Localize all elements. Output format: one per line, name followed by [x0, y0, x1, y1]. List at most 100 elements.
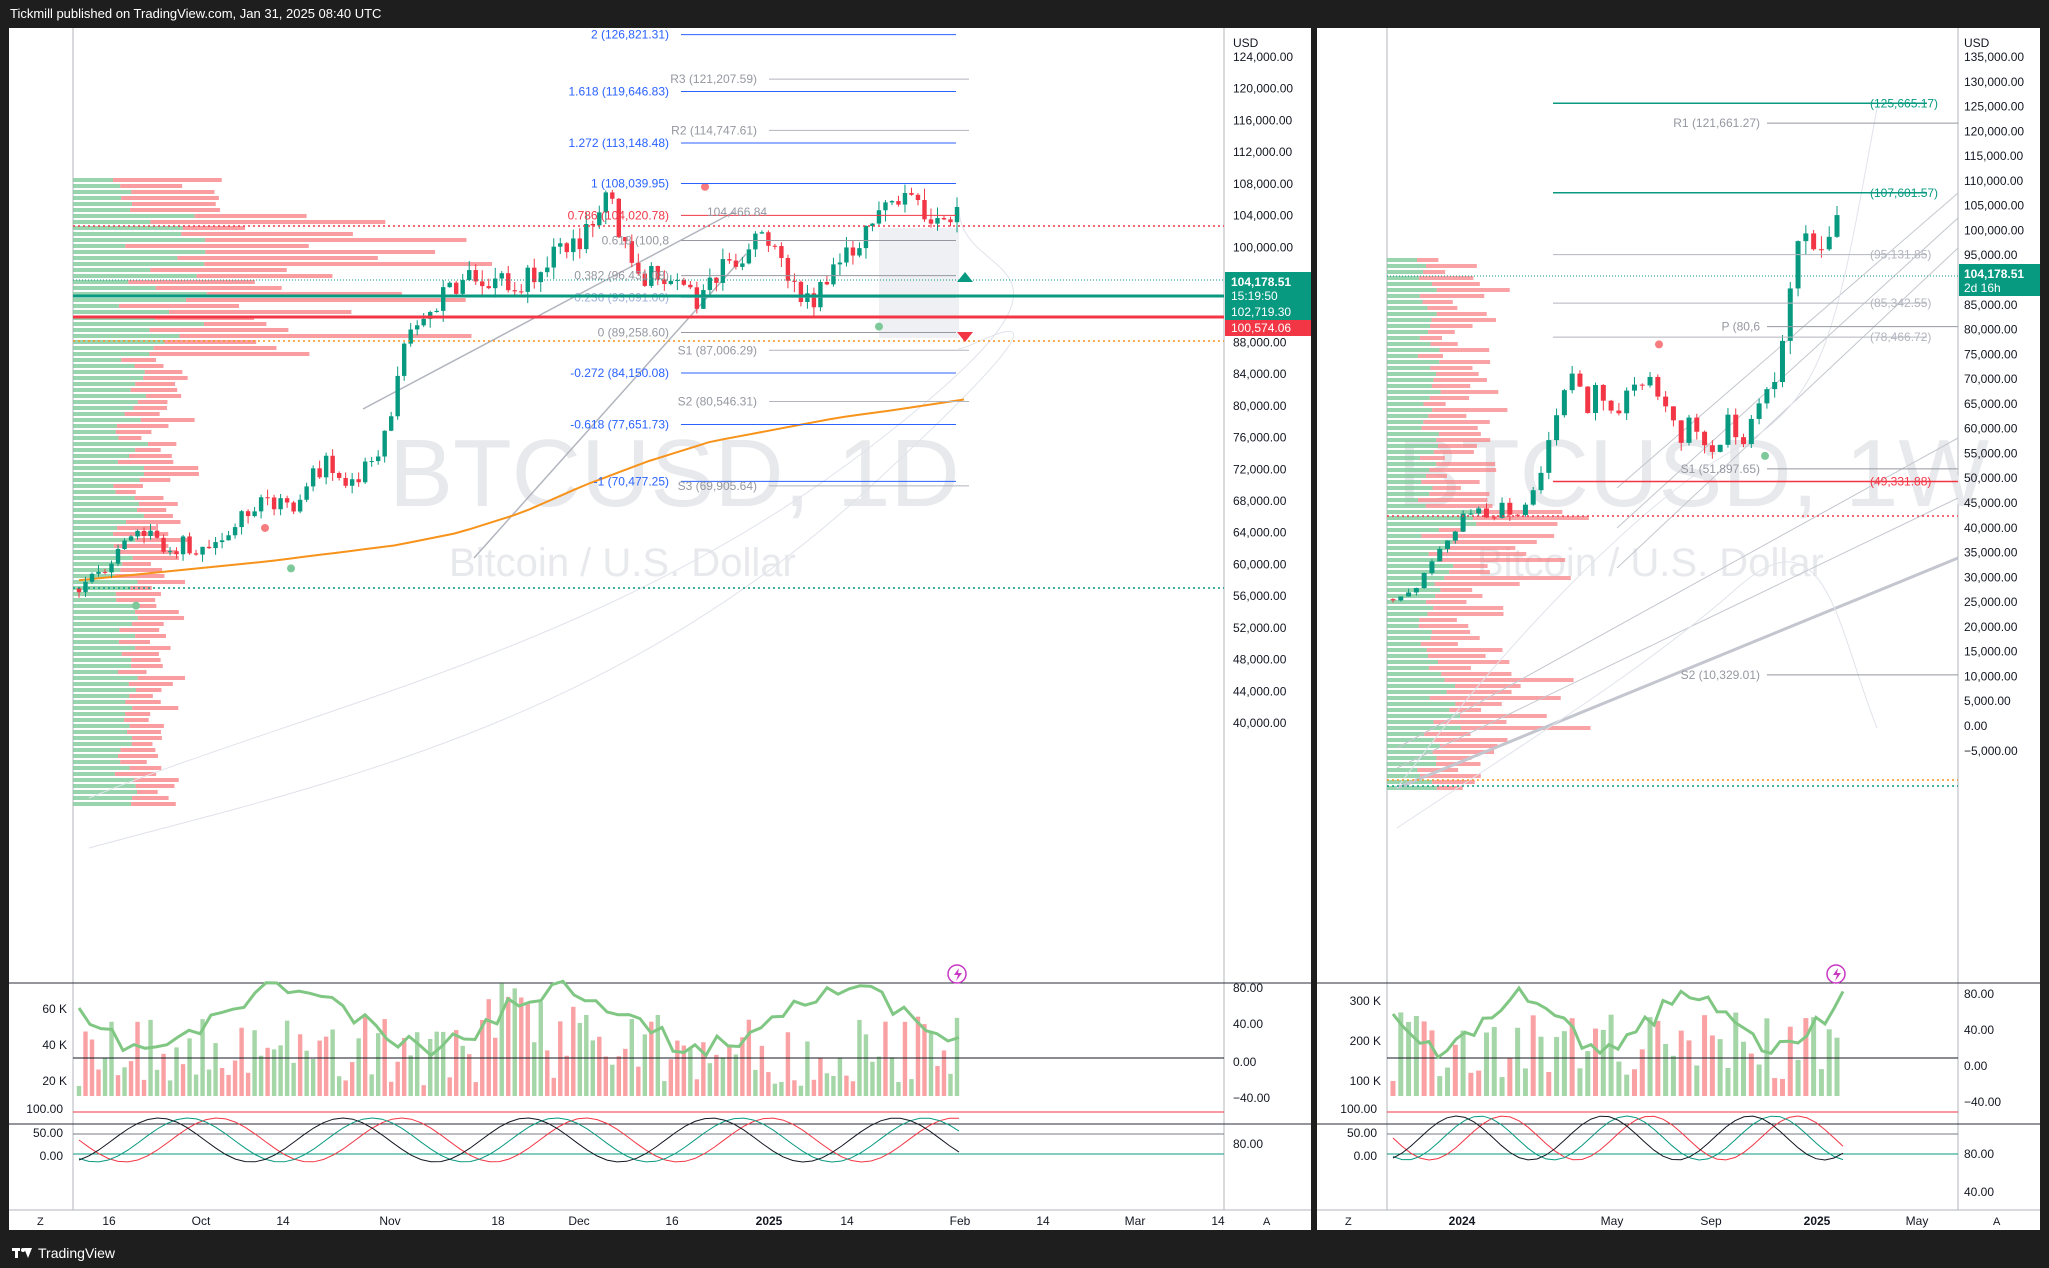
volume-bar [720, 1057, 726, 1096]
candle-body [857, 248, 862, 256]
profile-bar-green [1387, 360, 1440, 364]
time-tick: Sep [1700, 1214, 1722, 1228]
volume-bar [1538, 1036, 1544, 1096]
volume-bar [375, 1033, 381, 1096]
profile-bar-green [73, 778, 134, 782]
left-level-b: 100,574.06 [1231, 321, 1291, 335]
volume-bar [1709, 1035, 1715, 1096]
profile-bar-green [1387, 576, 1445, 580]
right-oscillator-2 [1387, 1111, 1958, 1161]
trend-line [1616, 217, 1959, 529]
candle-body [148, 530, 153, 536]
right-chart-svg[interactable]: BTCUSD, 1W Bitcoin / U.S. Dollar (125,66… [1317, 28, 2040, 1230]
candle-body [538, 272, 543, 283]
profile-bar-red [135, 634, 167, 638]
trend-line [1616, 247, 1959, 569]
osc2-tick: 0.00 [40, 1149, 64, 1163]
level-label: (107,601.57) [1870, 186, 1938, 200]
profile-bar-green [73, 670, 118, 674]
extra-level-label: 104,466.84 [707, 205, 767, 219]
volume-bar [1445, 1067, 1451, 1096]
left-chart-panel[interactable]: BTCUSD, 1D Bitcoin / U.S. Dollar 2 (126,… [9, 28, 1311, 1230]
candle-body [564, 243, 569, 253]
volume-bar [896, 1082, 901, 1096]
candle-body [863, 226, 869, 249]
profile-bar-green [1387, 528, 1439, 532]
profile-bar-red [150, 268, 287, 272]
volume-bar [1507, 1058, 1513, 1096]
left-price-tick: 112,000.00 [1233, 145, 1292, 159]
candle-body [1460, 513, 1466, 532]
profile-bar-green [1387, 606, 1434, 610]
left-corner-a[interactable]: A [1263, 1216, 1271, 1228]
candle-body [844, 247, 849, 263]
profile-bar-red [1445, 546, 1516, 550]
profile-bar-red [132, 622, 164, 626]
tradingview-footer[interactable]: TradingView [0, 1238, 2049, 1268]
profile-bar-green [1387, 600, 1426, 604]
profile-bar-green [1387, 300, 1423, 304]
candle-body [889, 201, 895, 203]
profile-bar-green [73, 304, 119, 308]
volume-bar [1476, 1070, 1482, 1096]
profile-bar-red [1427, 612, 1504, 616]
candle-body [1733, 414, 1739, 438]
profile-bar-green [1387, 636, 1431, 640]
right-last-price: 104,178.51 [1964, 267, 2024, 281]
profile-bar-green [73, 310, 170, 314]
right-price-tick: 115,000.00 [1964, 149, 2023, 163]
profile-bar-red [1417, 354, 1444, 358]
right-corner-z[interactable]: Z [1345, 1216, 1352, 1228]
profile-bar-red [135, 646, 171, 650]
profile-bar-red [205, 250, 436, 254]
profile-bar-red [1419, 618, 1457, 622]
left-watermark-name: Bitcoin / U.S. Dollar [449, 541, 796, 585]
time-tick: 2025 [1804, 1214, 1831, 1228]
profile-bar-red [130, 208, 221, 212]
profile-bar-red [129, 766, 162, 770]
candle-body [1608, 400, 1614, 411]
profile-bar-green [1387, 516, 1473, 520]
candle-body [1445, 540, 1451, 549]
left-price-axis[interactable]: 124,000.00 120,000.00 116,000.00 112,000.00… [1233, 50, 1293, 730]
left-chart-svg[interactable]: BTCUSD, 1D Bitcoin / U.S. Dollar 2 (126,… [9, 28, 1311, 1230]
profile-bar-green [73, 664, 132, 668]
volume-bar [1600, 1029, 1606, 1096]
right-chart-panel[interactable]: BTCUSD, 1W Bitcoin / U.S. Dollar (125,66… [1317, 28, 2040, 1230]
time-tick: Oct [192, 1214, 211, 1228]
left-volume-profile [73, 178, 492, 806]
profile-bar-green [73, 634, 136, 638]
right-price-axis[interactable]: 135,000.00 130,000.00 125,000.00 120,000.00… [1964, 50, 2024, 758]
candle-body [837, 262, 843, 265]
left-volume-bars [76, 983, 960, 1096]
profile-bar-red [206, 292, 402, 296]
right-price-tick: 0.00 [1964, 719, 1988, 733]
profile-bar-green [73, 268, 151, 272]
candle-body [441, 287, 446, 311]
profile-bar-red [140, 418, 195, 422]
profile-bar-red [1429, 492, 1490, 496]
right-time-axis[interactable]: 2024 May Sep 2025 May [1449, 1214, 1929, 1228]
volume-bar [902, 1021, 908, 1096]
profile-bar-red [135, 604, 157, 608]
candle-body [375, 456, 381, 462]
candle-body [1390, 599, 1396, 601]
profile-bar-green [73, 562, 123, 566]
volume-bar [297, 1034, 303, 1096]
left-corner-z[interactable]: Z [37, 1216, 44, 1228]
left-time-axis[interactable]: 16 Oct 14 Nov 18 Dec 16 2025 14 Feb 14 Mar 14 [102, 1214, 1225, 1228]
profile-bar-red [130, 586, 152, 590]
pivot-label: S1 (87,006.29) [678, 343, 757, 357]
profile-bar-green [73, 232, 182, 236]
candle-body [278, 498, 283, 510]
lightning-icon[interactable] [947, 964, 967, 984]
right-corner-a[interactable]: A [1993, 1216, 2001, 1228]
shaded-zone [879, 228, 959, 338]
profile-bar-red [116, 598, 156, 602]
candle-body [694, 287, 700, 309]
right-lightning-icon[interactable] [1826, 964, 1846, 984]
profile-bar-red [127, 730, 161, 734]
profile-bar-red [137, 400, 168, 404]
bollinger-upper [1396, 107, 1878, 789]
level-label: P (80,6 [1722, 320, 1761, 334]
